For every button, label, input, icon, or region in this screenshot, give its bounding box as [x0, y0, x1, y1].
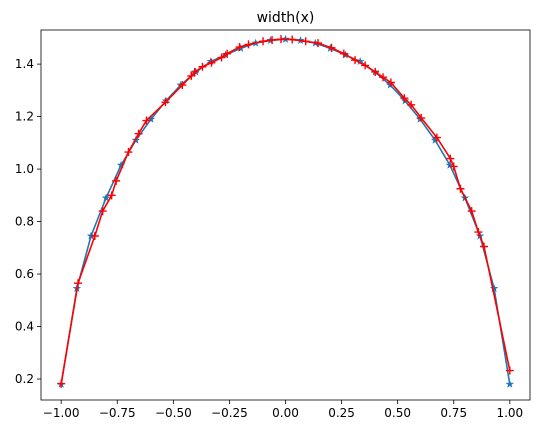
data-point — [223, 49, 232, 58]
x-tick-label: 1.00 — [496, 406, 523, 420]
data-point — [446, 154, 455, 163]
x-tick-label: 0.00 — [272, 406, 299, 420]
data-point — [449, 162, 458, 171]
y-tick-label: 0.4 — [15, 320, 34, 334]
y-tick-label: 0.6 — [15, 267, 34, 281]
data-point — [432, 133, 441, 142]
data-point — [415, 114, 425, 123]
data-point — [356, 57, 365, 66]
data-point — [178, 81, 187, 90]
data-point — [101, 193, 111, 202]
y-axis: 0.2 0.4 0.6 0.8 1.0 1.2 1.4 — [15, 57, 41, 386]
data-point — [407, 100, 416, 109]
data-point — [351, 56, 360, 65]
data-point — [116, 160, 126, 169]
x-tick-label: 0.50 — [384, 406, 411, 420]
data-point — [259, 37, 268, 46]
data-point — [400, 94, 409, 103]
data-point — [277, 35, 286, 44]
data-point — [236, 43, 245, 52]
series-1 — [57, 35, 514, 388]
data-point — [361, 61, 370, 70]
data-point — [124, 148, 133, 157]
chart-title: width(x) — [257, 10, 315, 26]
data-point — [244, 40, 253, 49]
data-point — [198, 62, 207, 71]
x-tick-label: 0.25 — [328, 406, 355, 420]
x-tick-label: −0.50 — [155, 406, 192, 420]
data-point — [98, 207, 107, 216]
y-tick-label: 0.2 — [15, 372, 34, 386]
data-point — [288, 35, 297, 44]
data-point — [90, 231, 99, 240]
y-tick-label: 1.0 — [15, 162, 34, 176]
data-point — [379, 73, 388, 82]
data-point — [74, 279, 83, 288]
data-point — [268, 35, 277, 44]
data-point — [134, 129, 143, 138]
data-point — [146, 114, 156, 123]
data-point — [505, 379, 514, 388]
y-tick-label: 1.2 — [15, 110, 34, 124]
series-layer — [57, 34, 514, 388]
y-tick-label: 1.4 — [15, 57, 34, 71]
data-point — [505, 366, 514, 375]
data-point — [430, 135, 440, 144]
x-tick-label: 0.75 — [440, 406, 467, 420]
x-axis: −1.00 −0.75 −0.50 −0.25 0.00 0.25 0.50 0.75 1.00 — [43, 400, 523, 420]
data-point — [371, 67, 380, 76]
data-point — [112, 176, 121, 185]
data-point — [190, 67, 199, 76]
data-point — [417, 113, 426, 122]
data-point — [107, 191, 116, 200]
data-point — [235, 43, 244, 52]
data-point — [57, 379, 66, 388]
data-point — [480, 242, 489, 251]
data-point — [314, 39, 323, 48]
data-point — [467, 207, 476, 216]
data-point — [474, 228, 483, 237]
x-tick-label: −0.75 — [99, 406, 136, 420]
y-tick-label: 0.8 — [15, 215, 34, 229]
data-point — [142, 116, 151, 125]
data-point — [217, 53, 226, 62]
data-point — [489, 284, 499, 293]
data-point — [301, 37, 310, 46]
data-point — [161, 98, 170, 107]
x-tick-label: −1.00 — [43, 406, 80, 420]
data-point — [456, 184, 465, 193]
data-point — [339, 49, 348, 58]
data-point — [207, 58, 216, 67]
data-point — [327, 43, 336, 52]
data-point — [445, 160, 455, 169]
x-tick-label: −0.25 — [211, 406, 248, 420]
data-point — [386, 78, 395, 87]
